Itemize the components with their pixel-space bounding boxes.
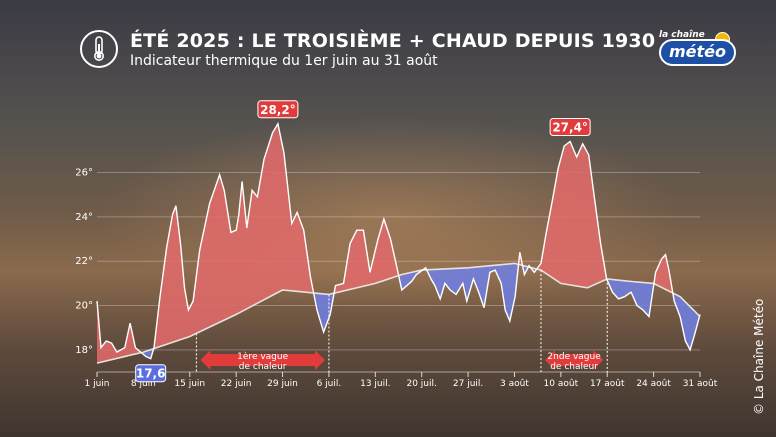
temperature-lines bbox=[96, 121, 701, 364]
x-tick-label: 29 juin bbox=[267, 379, 298, 389]
x-tick-label: 8 juin bbox=[131, 379, 156, 389]
heatwave-label-line1: 2nde vague bbox=[547, 352, 601, 362]
logo-top-text: la chaîne bbox=[659, 30, 705, 40]
chart-subtitle: Indicateur thermique du 1er juin au 31 a… bbox=[130, 53, 438, 69]
max-temperature-callout bbox=[257, 100, 299, 119]
x-tick-label: 17 août bbox=[590, 379, 625, 389]
thermometer-icon bbox=[94, 36, 104, 61]
chart-title: ÉTÉ 2025 : LE TROISIÈME + CHAUD DEPUIS 1… bbox=[130, 30, 656, 52]
warm-anomaly-area bbox=[153, 123, 314, 349]
extreme-callouts: 28,2° 27,4° 17,6 bbox=[135, 100, 591, 383]
max-temperature-callout bbox=[549, 118, 591, 137]
cool-anomaly-area bbox=[426, 263, 519, 321]
x-tick-label: 27 juil. bbox=[453, 379, 483, 389]
warm-anomaly-area bbox=[97, 301, 142, 364]
x-tick-label: 15 juin bbox=[174, 379, 205, 389]
x-tick-label: 13 juil. bbox=[360, 379, 390, 389]
callout-value: 28,2° bbox=[260, 103, 296, 117]
cool-anomaly-area bbox=[141, 348, 154, 359]
x-tick-label: 10 août bbox=[544, 379, 579, 389]
logo-main-text: météo bbox=[659, 39, 737, 66]
la-chaine-meteo-logo: la chaîne météo bbox=[655, 30, 737, 70]
heatwave-arrow bbox=[544, 350, 604, 370]
temperature-areas bbox=[97, 123, 700, 364]
x-tick-label: 31 août bbox=[683, 379, 718, 389]
x-tick-label: 24 août bbox=[636, 379, 671, 389]
x-tick-label: 22 juin bbox=[221, 379, 252, 389]
warm-anomaly-area bbox=[653, 254, 673, 293]
x-tick-label: 6 juil. bbox=[317, 379, 342, 389]
y-tick-label: 26° bbox=[75, 168, 93, 179]
heatwave-label-line1: 1ère vague bbox=[237, 351, 288, 362]
cool-anomaly-area bbox=[606, 279, 654, 317]
normal-temperature-line bbox=[96, 262, 701, 364]
y-tick-label: 24° bbox=[75, 212, 93, 223]
min-temperature-callout bbox=[135, 364, 167, 383]
callout-value: 17,6 bbox=[136, 367, 166, 381]
warm-anomaly-area bbox=[334, 219, 399, 294]
heatwave-arrow bbox=[200, 350, 325, 370]
observed-temperature-line bbox=[96, 121, 701, 360]
y-tick-label: 22° bbox=[75, 256, 93, 267]
x-tick-label: 1 juin bbox=[85, 379, 110, 389]
y-axis: 18° 20° 22° 24° 26° bbox=[75, 168, 93, 356]
heatwave-label-line2: de chaleur bbox=[239, 362, 287, 372]
y-tick-label: 18° bbox=[75, 345, 93, 356]
cool-anomaly-area bbox=[398, 270, 423, 290]
thermometer-badge bbox=[80, 30, 118, 68]
cool-anomaly-area bbox=[672, 293, 700, 350]
heatwave-label-line2: de chaleur bbox=[550, 362, 598, 372]
x-tick-label: 3 août bbox=[500, 379, 529, 389]
warm-anomaly-area bbox=[536, 141, 607, 288]
callout-value: 27,4° bbox=[552, 121, 588, 135]
y-tick-label: 20° bbox=[75, 301, 93, 312]
x-tick-label: 20 juil. bbox=[406, 379, 436, 389]
x-axis: 1 juin 8 juin 15 juin 22 juin 29 juin 6 juil.… bbox=[85, 371, 718, 389]
